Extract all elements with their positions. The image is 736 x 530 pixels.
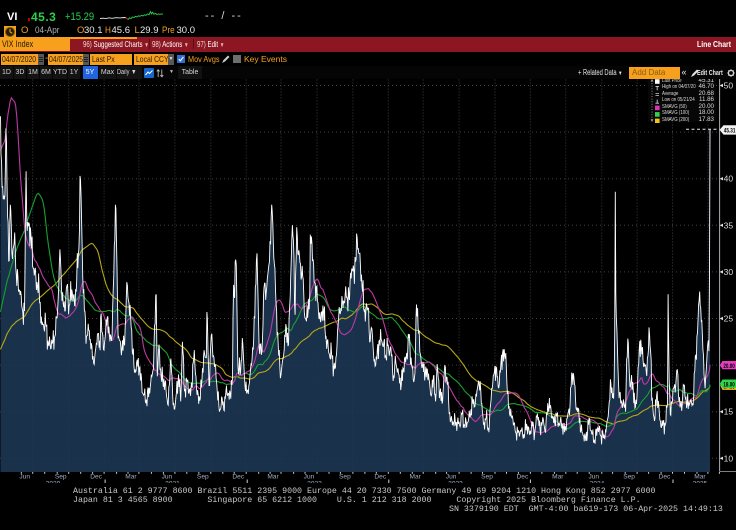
svg-text:Jun: Jun (304, 473, 315, 480)
svg-text:Jun: Jun (19, 473, 30, 480)
svg-text:Sep: Sep (339, 473, 351, 480)
svg-text:15: 15 (724, 407, 734, 417)
svg-text:Mar: Mar (410, 473, 422, 480)
svg-text:Mar: Mar (552, 473, 564, 480)
svg-text:20.00: 20.00 (723, 363, 735, 370)
svg-text:Mar: Mar (125, 473, 137, 480)
svg-text:Dec: Dec (517, 473, 529, 480)
svg-text:Sep: Sep (623, 473, 635, 480)
svg-text:Sep: Sep (197, 473, 209, 480)
svg-text:Jun: Jun (162, 473, 173, 480)
svg-text:18.00: 18.00 (723, 381, 735, 388)
svg-text:Dec: Dec (90, 473, 102, 480)
svg-text:Mar: Mar (694, 473, 706, 480)
svg-text:Sep: Sep (481, 473, 493, 480)
svg-text:Dec: Dec (659, 473, 671, 480)
svg-text:35: 35 (724, 220, 734, 230)
svg-text:Jun: Jun (446, 473, 457, 480)
svg-text:Mar: Mar (267, 473, 279, 480)
svg-text:10: 10 (724, 453, 734, 463)
svg-text:Jun: Jun (588, 473, 599, 480)
svg-text:50: 50 (724, 81, 734, 91)
svg-text:Dec: Dec (374, 473, 386, 480)
svg-text:40: 40 (724, 174, 734, 184)
svg-text:25: 25 (724, 314, 734, 324)
svg-text:30: 30 (724, 267, 734, 277)
svg-text:45.31: 45.31 (724, 127, 736, 134)
svg-text:Sep: Sep (55, 473, 67, 480)
svg-text:Dec: Dec (232, 473, 244, 480)
